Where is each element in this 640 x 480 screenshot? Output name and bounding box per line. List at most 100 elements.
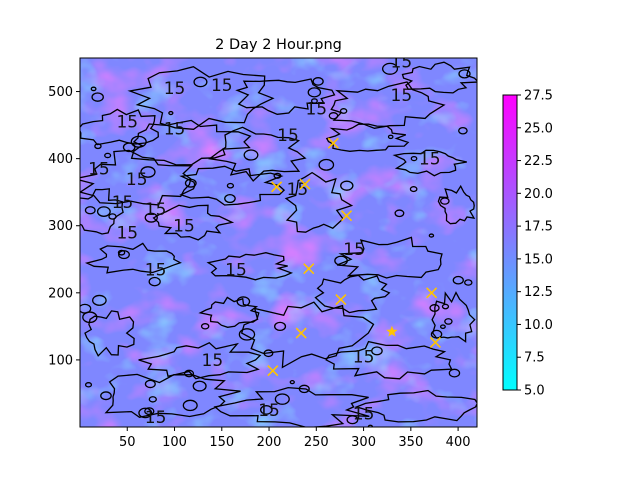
x-marker	[267, 365, 279, 377]
x-tick-label: 250	[304, 435, 329, 450]
contour-line	[80, 188, 124, 235]
contour-line	[243, 149, 259, 161]
contour-line	[318, 158, 335, 171]
contour-line	[458, 69, 471, 79]
contour-line	[336, 236, 443, 279]
x-tick-label: 150	[209, 435, 234, 450]
contour-line	[100, 391, 112, 401]
y-tick-label: 200	[48, 286, 73, 301]
contour-lines-15	[80, 61, 477, 427]
contour-line	[444, 318, 453, 325]
contour-line	[437, 184, 476, 225]
contour-line	[325, 123, 410, 152]
contour-line	[394, 209, 405, 218]
contour-label: 15	[305, 99, 327, 119]
contour-line	[330, 81, 446, 129]
x-marker	[303, 263, 315, 275]
contour-line	[117, 249, 126, 256]
contour-label: 15	[287, 180, 309, 200]
contour-line	[84, 242, 182, 274]
contour-line	[430, 329, 443, 339]
contour-label: 15	[112, 193, 134, 213]
contour-label: 15	[391, 86, 413, 106]
contour-line	[183, 369, 195, 378]
x-tick-label: 350	[398, 435, 423, 450]
contour-line	[431, 291, 476, 343]
x-tick-label: 100	[162, 435, 187, 450]
colorbar-tick-label: 27.5	[524, 89, 553, 104]
contour-line	[235, 78, 336, 115]
contour-line	[138, 407, 153, 419]
colorbar-tick-label: 15.0	[524, 252, 553, 267]
contour-line	[439, 324, 446, 330]
colorbar-tick-label: 20.0	[524, 187, 553, 202]
contour-label: 15	[88, 160, 110, 180]
contour-label: 15	[353, 348, 375, 368]
contour-line	[94, 143, 102, 150]
contour-line	[236, 296, 251, 307]
contour-line	[238, 328, 256, 341]
colorbar-tick-label: 25.0	[524, 121, 553, 136]
contour-label: 15	[391, 52, 413, 72]
contour-line	[441, 303, 450, 310]
contour-line	[90, 86, 97, 92]
chart-title: 2 Day 2 Hour.png	[215, 37, 342, 53]
contour-line	[409, 186, 418, 193]
contour-line	[464, 279, 473, 286]
colorbar-tick-label: 5.0	[524, 384, 545, 399]
contour-line	[96, 206, 111, 217]
contour-label: 15	[353, 405, 375, 425]
contour-line	[346, 415, 359, 425]
contour-line	[84, 206, 96, 215]
y-tick-label: 500	[48, 85, 73, 100]
y-tick-label: 300	[48, 219, 73, 234]
colorbar-gradient	[503, 95, 517, 390]
contour-line	[274, 321, 287, 332]
contour-line	[371, 346, 383, 356]
contour-line	[289, 380, 295, 385]
contour-line	[80, 108, 159, 146]
contour-line	[200, 323, 210, 330]
contour-label: 15	[145, 200, 167, 220]
contour-line	[314, 274, 391, 314]
plot-frame	[79, 57, 478, 428]
contour-line	[84, 310, 135, 357]
site-markers	[267, 137, 441, 377]
colorbar-ticks: 5.0 7.5 10.0 12.5 15.0 17.5 20.0 22.5 25.0 27.5	[517, 89, 553, 399]
colorbar-tick-label: 10.0	[524, 318, 553, 333]
contour-line	[130, 135, 147, 148]
colorbar: 5.0 7.5 10.0 12.5 15.0 17.5 20.0 22.5 25.0 27.5	[502, 89, 553, 399]
contour-line	[182, 399, 198, 412]
contour-label: 15	[116, 113, 138, 133]
contour-line	[144, 407, 155, 416]
contour-line	[458, 126, 468, 135]
x-marker	[299, 178, 311, 190]
contour-line	[144, 379, 156, 389]
contour-label: 15	[145, 408, 167, 428]
y-axis: 100 200 300 400 500	[48, 85, 80, 368]
contour-line	[381, 62, 399, 75]
contour-line	[108, 213, 117, 220]
contour-line	[310, 98, 318, 104]
contour-line	[429, 304, 440, 312]
colorbar-tick-label: 22.5	[524, 154, 553, 169]
contour-line	[184, 178, 197, 188]
contour-line	[208, 126, 307, 182]
contour-line	[168, 110, 174, 116]
heatmap-cool-regions	[80, 58, 477, 427]
x-tick-label: 200	[257, 435, 282, 450]
colorbar-tick-label: 7.5	[524, 351, 545, 366]
colorbar-tick-label: 12.5	[524, 285, 553, 300]
colorbar-frame	[502, 94, 518, 391]
contour-line	[401, 61, 477, 94]
colorbar-tick-label: 17.5	[524, 220, 553, 235]
contour-line	[452, 275, 464, 285]
x-marker	[271, 181, 283, 193]
contour-line	[328, 112, 339, 120]
contour-label: 15	[277, 126, 299, 146]
contour-line	[428, 233, 435, 238]
contour-label: 15	[225, 260, 247, 280]
contour-line	[340, 180, 354, 191]
